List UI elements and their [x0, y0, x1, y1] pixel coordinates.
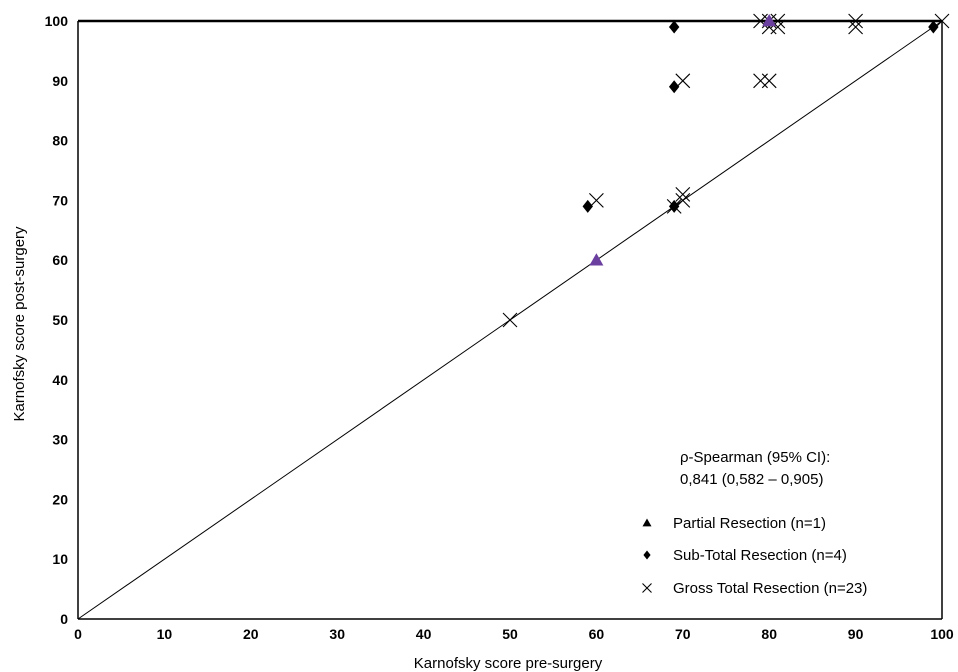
x-point [503, 313, 517, 327]
legend-marker-partial-resection [643, 519, 652, 527]
x-tick-label: 90 [848, 626, 864, 642]
y-tick-label: 40 [52, 372, 68, 388]
y-tick-label: 30 [52, 432, 68, 448]
y-axis-title: Karnofsky score post-surgery [11, 226, 28, 422]
y-tick-label: 100 [45, 13, 69, 29]
triangle-point [589, 253, 603, 265]
x-axis-title: Karnofsky score pre-surgery [414, 655, 603, 672]
y-tick-label: 0 [60, 611, 68, 627]
legend-label-partial-resection: Partial Resection (n=1) [673, 515, 826, 532]
legend: Partial Resection (n=1) Sub-Total Resect… [643, 515, 868, 597]
diamond-point [669, 80, 679, 93]
y-tick-label: 10 [52, 551, 68, 567]
diamond-point [669, 20, 679, 33]
legend-diamond-icon [643, 551, 650, 560]
legend-label-sub-total-resection: Sub-Total Resection (n=4) [673, 547, 847, 564]
x-tick-label: 20 [243, 626, 259, 642]
spearman-annotation-line-2: 0,841 (0,582 – 0,905) [680, 471, 823, 488]
y-tick-label: 60 [52, 252, 68, 268]
legend-x-icon [643, 584, 652, 593]
legend-marker-gross-total-resection [643, 584, 652, 593]
x-tick-label: 50 [502, 626, 518, 642]
x-tick-label: 0 [74, 626, 82, 642]
x-point [676, 187, 690, 201]
legend-label-gross-total-resection: Gross Total Resection (n=23) [673, 580, 867, 597]
x-tick-label: 40 [416, 626, 432, 642]
x-tick-label: 30 [329, 626, 345, 642]
diamond-point [669, 200, 679, 213]
y-tick-label: 80 [52, 133, 68, 149]
y-tick-label: 20 [52, 491, 68, 507]
y-tick-label: 70 [52, 192, 68, 208]
diamond-point [928, 20, 938, 33]
spearman-annotation-line-1: ρ-Spearman (95% CI): [680, 449, 830, 466]
x-tick-label: 80 [761, 626, 777, 642]
x-tick-label: 60 [589, 626, 605, 642]
x-tick-label: 70 [675, 626, 691, 642]
x-tick-label: 10 [157, 626, 173, 642]
y-tick-label: 50 [52, 312, 68, 328]
x-point [754, 74, 768, 88]
y-tick-label: 90 [52, 73, 68, 89]
diamond-point [583, 200, 593, 213]
legend-marker-sub-total-resection [643, 551, 650, 560]
legend-triangle-icon [643, 519, 652, 527]
x-tick-label: 100 [930, 626, 954, 642]
x-point [762, 74, 776, 88]
